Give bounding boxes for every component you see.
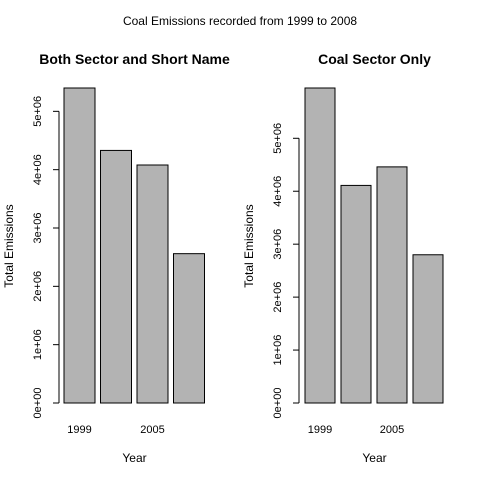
y-tick-label: 0e+00	[32, 388, 44, 419]
y-tick-label: 1e+06	[32, 329, 44, 360]
x-tick-label: 1999	[67, 424, 91, 436]
bar-2008	[412, 254, 444, 404]
y-tick-label: 0e+00	[272, 388, 284, 419]
y-tick-label: 3e+06	[32, 213, 44, 244]
chart-right: Coal Sector Only Year Total Emissions 0e…	[242, 51, 444, 465]
chart-title: Both Sector and Short Name	[39, 51, 230, 67]
x-tick-labels: 1999 2005	[308, 424, 404, 436]
x-tick-label: 2005	[380, 424, 404, 436]
figure-title: Coal Emissions recorded from 1999 to 200…	[123, 14, 357, 28]
bar-1999	[63, 87, 96, 404]
bar-2002	[340, 184, 372, 404]
bar-group	[63, 87, 205, 404]
chart-left: Both Sector and Short Name Year Total Em…	[2, 51, 230, 465]
bar-2002	[100, 149, 132, 404]
y-axis-title: Total Emissions	[2, 204, 16, 287]
y-axis-title: Total Emissions	[242, 204, 256, 287]
bar-1999	[304, 87, 336, 404]
x-tick-labels: 1999 2005	[67, 424, 164, 436]
y-tick-label: 5e+06	[32, 96, 44, 127]
y-tick-label: 3e+06	[272, 229, 284, 260]
chart-title: Coal Sector Only	[318, 51, 431, 67]
bar-group	[304, 87, 444, 404]
y-tick-label: 4e+06	[32, 154, 44, 185]
y-tick-label: 1e+06	[272, 335, 284, 366]
x-axis-title: Year	[362, 451, 386, 465]
bar-2005	[376, 166, 408, 404]
x-axis-title: Year	[122, 451, 146, 465]
y-tick-label: 5e+06	[272, 123, 284, 154]
bar-2008	[173, 253, 205, 404]
y-tick-label: 4e+06	[272, 176, 284, 207]
x-tick-label: 1999	[308, 424, 332, 436]
y-tick-label: 2e+06	[32, 271, 44, 302]
bar-2005	[136, 164, 169, 404]
x-tick-label: 2005	[140, 424, 164, 436]
y-axis: 0e+00 1e+06 2e+06 3e+06 4e+06 5e+06	[272, 123, 300, 419]
y-tick-label: 2e+06	[272, 282, 284, 313]
y-axis: 0e+00 1e+06 2e+06 3e+06 4e+06 5e+06	[32, 96, 60, 419]
